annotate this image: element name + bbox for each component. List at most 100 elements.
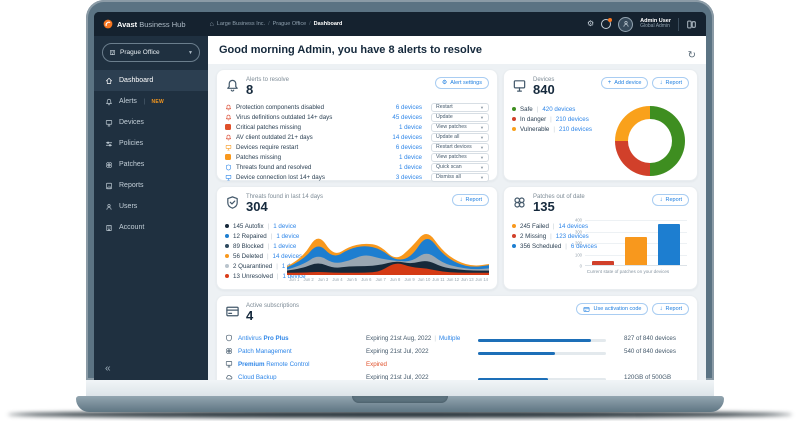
- legend-dot: [512, 107, 516, 112]
- card-value: 135: [533, 199, 555, 214]
- breadcrumb-item[interactable]: Dashboard: [313, 21, 343, 27]
- alert-action-select[interactable]: View patches ▼: [431, 152, 489, 162]
- alert-action-select[interactable]: Update all ▼: [431, 132, 489, 142]
- alert-action-select[interactable]: Update ▼: [431, 112, 489, 122]
- greeting-text: Good morning Admin, you have 8 alerts to…: [219, 44, 483, 56]
- add-device-button[interactable]: + Add device: [600, 77, 649, 89]
- sliders-icon: [105, 140, 113, 148]
- card-value: 4: [246, 308, 254, 323]
- alert-text: AV client outdated 21+ days: [236, 133, 313, 141]
- alert-action-select[interactable]: Restart ▼: [431, 102, 489, 112]
- alert-icon-wrap: [225, 104, 232, 111]
- subscription-status: Expired: [366, 360, 387, 368]
- square-icon: [225, 124, 231, 131]
- sidebar-item-devices[interactable]: Devices: [94, 112, 208, 133]
- alert-action-select[interactable]: View patches ▼: [431, 122, 489, 132]
- legend-devices-link[interactable]: 1 device: [282, 272, 306, 280]
- alert-action-select[interactable]: Restart devices ▼: [431, 142, 489, 152]
- sidebar-item-patches[interactable]: Patches: [94, 154, 208, 175]
- subscription-name-link[interactable]: Premium Remote Control: [238, 360, 310, 368]
- legend-devices-link[interactable]: 14 devices: [558, 222, 589, 230]
- alert-devices-link[interactable]: 1 device: [398, 153, 422, 161]
- patch-icon: [105, 161, 113, 169]
- x-tick-label: Jun 3: [317, 277, 329, 282]
- monitor-icon: [512, 78, 527, 93]
- devices-legend: Safe | 420 devices In danger | 210 devices Vul…: [512, 104, 689, 134]
- card-label: Threats found in last 14 days: [246, 194, 324, 200]
- settings-gear-icon[interactable]: ⚙: [586, 19, 595, 28]
- legend-devices-link[interactable]: 1 device: [273, 242, 297, 250]
- breadcrumb-item[interactable]: Prague Office: [272, 21, 307, 27]
- sidebar-item-dashboard[interactable]: Dashboard: [94, 70, 208, 91]
- use-activation-code-button[interactable]: Use activation code: [576, 303, 649, 315]
- report-button[interactable]: ↓ Report: [652, 194, 689, 206]
- area-series-unresolved: [287, 263, 489, 275]
- notifications-icon[interactable]: [601, 18, 613, 29]
- user-block[interactable]: Admin User Global Admin: [640, 18, 671, 30]
- report-button[interactable]: ↓ Report: [652, 303, 689, 315]
- legend-item: 356 Scheduled | 6 devices: [512, 241, 689, 251]
- y-tick-label: 300: [575, 229, 582, 234]
- legend-devices-link[interactable]: 14 devices: [272, 252, 303, 260]
- legend-separator: |: [266, 252, 269, 260]
- location-label: Prague Office: [120, 49, 160, 56]
- breadcrumb-item[interactable]: Large Business Inc.: [216, 21, 266, 27]
- alert-text: Protection components disabled: [236, 103, 325, 111]
- card-label: Patches out of date: [533, 194, 585, 200]
- x-tick-label: Jun 11: [432, 277, 445, 282]
- sidebar-collapse-button[interactable]: «: [105, 363, 111, 374]
- legend-devices-link[interactable]: 123 devices: [555, 232, 589, 240]
- download-icon: ↓: [659, 80, 663, 86]
- alert-devices-link[interactable]: 14 devices: [392, 133, 422, 141]
- sidebar-item-account[interactable]: Account: [94, 217, 208, 238]
- x-tick-label: Jun 13: [460, 277, 474, 282]
- refresh-icon[interactable]: ↻: [687, 50, 696, 61]
- subscriptions-card: Active subscriptions 4 Use activation co…: [216, 295, 698, 380]
- subscription-name-link[interactable]: Antivirus Pro Plus: [238, 334, 289, 342]
- alert-row: AV client outdated 21+ days 14 devices Upd…: [225, 132, 489, 142]
- alert-action-select[interactable]: Quick scan ▼: [431, 162, 489, 172]
- alert-devices-link[interactable]: 3 devices: [395, 173, 422, 181]
- alert-devices-link[interactable]: 1 device: [398, 163, 422, 171]
- legend-devices-link[interactable]: 420 devices: [542, 105, 576, 113]
- alert-devices-link[interactable]: 1 device: [398, 123, 422, 131]
- patches-card: Patches out of date 135 ↓ Report 245 Fail…: [503, 186, 698, 290]
- alert-action-select[interactable]: Dismiss all ▼: [431, 172, 489, 182]
- alert-devices-link[interactable]: 45 devices: [392, 113, 422, 121]
- subscription-name-link[interactable]: Cloud Backup: [238, 373, 277, 380]
- laptop-base: [76, 396, 724, 412]
- legend-dot: [225, 224, 229, 229]
- subscription-extra-link[interactable]: Multiple: [438, 334, 461, 342]
- sidebar-item-policies[interactable]: Policies: [94, 133, 208, 154]
- sidebar-item-label: Reports: [119, 182, 144, 189]
- subscription-name-link[interactable]: Patch Management: [238, 347, 292, 355]
- threats-card: Threats found in last 14 days 304 ↓ Repor…: [216, 186, 498, 290]
- alert-settings-button[interactable]: ⚙ Alert settings: [434, 77, 489, 89]
- legend-devices-link[interactable]: 1 device: [276, 232, 300, 240]
- x-tick-label: Jun 5: [346, 277, 358, 282]
- sidebar-item-users[interactable]: Users: [94, 196, 208, 217]
- sidebar-item-reports[interactable]: Reports: [94, 175, 208, 196]
- alert-devices-link[interactable]: 6 devices: [395, 143, 422, 151]
- legend-devices-link[interactable]: 1 device: [273, 222, 297, 230]
- legend-devices-link[interactable]: 210 devices: [558, 125, 592, 133]
- legend-devices-link[interactable]: 210 devices: [555, 115, 589, 123]
- legend-label: 145 Autofix: [233, 222, 264, 230]
- alert-devices-link[interactable]: 6 devices: [395, 103, 422, 111]
- subscription-progress: [478, 342, 624, 360]
- patches-legend: 245 Failed | 14 devices 2 Missing | 123 devic…: [512, 221, 689, 251]
- legend-item: 56 Deleted | 14 devices: [225, 251, 489, 261]
- report-button[interactable]: ↓ Report: [652, 77, 689, 89]
- bell-icon: [225, 78, 240, 93]
- legend-dot: [512, 244, 516, 249]
- app-switcher-icon[interactable]: [686, 19, 697, 30]
- alert-text: Patches missing: [236, 153, 282, 161]
- report-button[interactable]: ↓ Report: [452, 194, 489, 206]
- legend-devices-link[interactable]: 6 devices: [570, 242, 598, 250]
- legend-dot: [225, 234, 229, 239]
- chevron-down-icon: ▼: [480, 164, 484, 170]
- avatar[interactable]: [618, 16, 634, 32]
- location-selector[interactable]: Prague Office ▼: [102, 43, 200, 62]
- bar-missing: [592, 261, 615, 265]
- sidebar-item-alerts[interactable]: Alerts | NEW: [94, 91, 208, 112]
